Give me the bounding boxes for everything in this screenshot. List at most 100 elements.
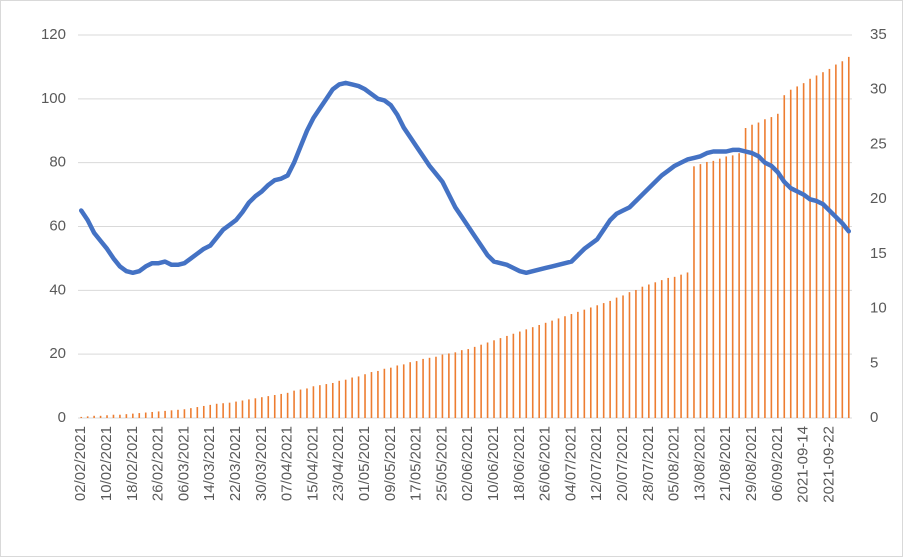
bar <box>132 413 134 418</box>
bar <box>525 329 528 418</box>
bar <box>390 367 392 418</box>
bar <box>686 272 689 418</box>
bar <box>835 64 837 418</box>
x-tick-label: 13/08/2021 <box>691 426 708 501</box>
bar <box>615 297 618 418</box>
bar <box>106 415 108 418</box>
bar <box>777 113 779 418</box>
x-tick-label: 2021-09-14 <box>795 426 812 503</box>
y2-tick-label: 35 <box>870 26 887 43</box>
bar <box>273 395 276 418</box>
bar <box>177 409 179 418</box>
x-tick-label: 28/07/2021 <box>640 426 657 501</box>
line-series <box>78 80 852 276</box>
bar <box>196 407 199 418</box>
bar <box>112 414 115 418</box>
x-tick-label: 12/07/2021 <box>588 426 605 501</box>
x-tick-label: 30/03/2021 <box>253 426 270 501</box>
bar <box>293 390 295 418</box>
bar <box>215 403 218 418</box>
x-tick-label: 18/06/2021 <box>511 426 528 501</box>
y-tick-label: 100 <box>41 90 66 107</box>
y-tick-label: 60 <box>49 217 66 234</box>
bar <box>138 413 141 418</box>
x-tick-label: 15/04/2021 <box>304 426 321 501</box>
bar <box>667 277 669 418</box>
bar <box>789 89 792 418</box>
bar <box>841 61 844 419</box>
bar <box>306 388 308 418</box>
bar <box>99 415 102 418</box>
bar <box>577 311 579 418</box>
x-tick-label: 01/05/2021 <box>356 426 373 501</box>
bar <box>828 68 831 419</box>
bar <box>648 284 650 418</box>
bar <box>596 305 599 418</box>
bar <box>815 75 818 418</box>
bar <box>241 400 244 418</box>
bar <box>396 365 399 418</box>
x-tick-label: 09/05/2021 <box>382 426 399 501</box>
bar <box>635 289 637 418</box>
bar <box>157 411 160 418</box>
bar <box>764 119 766 418</box>
bar <box>80 416 83 418</box>
bar <box>809 78 811 419</box>
bar <box>570 314 573 418</box>
bar <box>725 156 728 419</box>
x-tick-label: 18/02/2021 <box>124 426 141 501</box>
bar <box>222 403 224 418</box>
x-tick-label: 07/04/2021 <box>279 426 296 501</box>
bar <box>486 342 489 418</box>
y2-tick-label: 10 <box>870 300 887 317</box>
bar <box>512 333 515 418</box>
bar <box>467 349 470 418</box>
bar <box>718 158 721 418</box>
bar <box>531 327 534 418</box>
x-tick-label: 2021-09-22 <box>820 426 837 503</box>
y2-tick-label: 5 <box>870 354 878 371</box>
bar <box>506 335 508 418</box>
bar <box>480 344 482 418</box>
bar <box>428 357 431 418</box>
bar <box>783 95 786 418</box>
bar <box>357 376 360 418</box>
bar <box>770 117 773 419</box>
x-tick-label: 21/08/2021 <box>717 426 734 501</box>
bar <box>454 352 457 418</box>
bar <box>228 402 231 418</box>
y2-tick-label: 20 <box>870 190 887 207</box>
bar <box>261 397 263 418</box>
bar <box>164 410 166 418</box>
x-tick-label: 26/02/2021 <box>150 426 167 501</box>
bar <box>641 286 644 418</box>
bar <box>286 392 289 418</box>
x-tick-label: 05/08/2021 <box>666 426 683 501</box>
bar <box>331 382 334 418</box>
bar <box>383 368 386 418</box>
bar <box>377 370 379 418</box>
bar <box>144 412 147 418</box>
bar <box>654 282 657 418</box>
bar <box>319 385 321 418</box>
y-tick-label: 80 <box>49 154 66 171</box>
y2-tick-label: 25 <box>870 135 887 152</box>
bar <box>402 364 405 418</box>
bar <box>125 414 128 418</box>
bar <box>151 411 153 418</box>
y2-tick-label: 15 <box>870 245 887 262</box>
bar <box>248 399 250 418</box>
x-tick-label: 29/08/2021 <box>743 426 760 501</box>
bar <box>628 292 631 418</box>
x-tick-label: 06/09/2021 <box>769 426 786 501</box>
bar <box>538 324 540 418</box>
bar <box>757 122 760 419</box>
y2-tick-label: 0 <box>870 409 878 426</box>
y-tick-label: 40 <box>49 281 66 298</box>
bar <box>660 280 663 418</box>
bar <box>280 393 282 418</box>
y-tick-label: 20 <box>49 345 66 362</box>
x-tick-label: 23/04/2021 <box>330 426 347 501</box>
x-tick-label: 22/03/2021 <box>227 426 244 501</box>
